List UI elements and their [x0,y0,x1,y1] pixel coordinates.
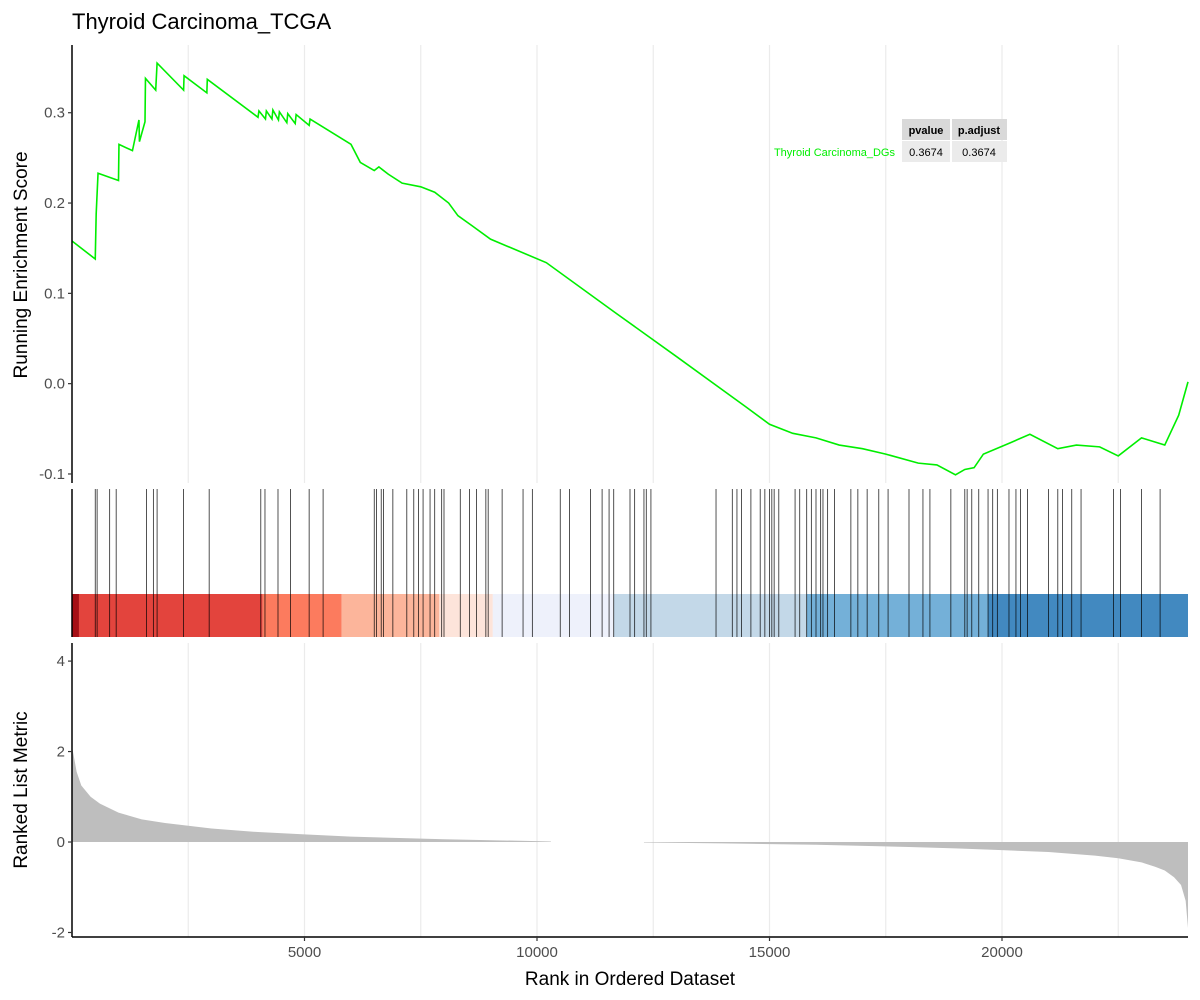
enrichment-y-tick-label: -0.1 [39,466,65,483]
color-band [492,594,614,637]
color-band [72,594,79,637]
color-band [806,594,989,637]
x-axis-title: Rank in Ordered Dataset [525,969,736,990]
chart-title: Thyroid Carcinoma_TCGA [72,9,332,34]
x-tick-label: 10000 [516,944,558,961]
gene-hit-marks [94,489,1161,637]
ranked-metric-negative-area [643,842,1188,928]
ranked-grid [187,643,1119,937]
ranked-y-tick-label: 4 [57,653,65,670]
ranked-y-tick-label: -2 [52,924,65,941]
table-cell-pvalue: 0.3674 [909,147,943,159]
enrichment-score-line [71,61,1189,476]
enrichment-y-tick-label: 0.0 [44,376,65,393]
ranked-metric-positive-area [72,747,551,843]
enrichment-score-line-group [71,61,1189,476]
color-band [439,594,493,637]
color-band [613,594,807,637]
color-band [988,594,1188,637]
table-cell-bg-padjust [952,141,1007,162]
x-tick-label: 20000 [981,944,1023,961]
table-cell-padjust: 0.3674 [962,147,996,159]
enrichment-y-tick-label: 0.2 [44,195,65,212]
ranked-y-tick-label: 2 [57,744,65,761]
enrichment-y-tick-label: 0.3 [44,105,65,122]
color-band [78,594,263,637]
x-tick-label: 5000 [288,944,321,961]
stats-table: pvalue p.adjust Thyroid Carcinoma_DGs 0.… [774,119,1007,162]
ranked-metric-area [72,747,1188,928]
enrichment-grid [187,45,1119,483]
x-tick-label: 15000 [749,944,791,961]
color-band [341,594,440,637]
table-header-padjust: p.adjust [958,125,1001,137]
axis-ticks: -0.1 0.0 0.1 0.2 0.3 -2 0 2 4 5000 10000 15000 20000 [39,105,1023,961]
table-header-pvalue: pvalue [909,125,944,137]
table-header-bg-padjust [952,119,1007,140]
table-row-label: Thyroid Carcinoma_DGs [774,147,896,159]
ranked-y-tick-label: 0 [57,834,65,851]
y-axis-title-enrichment: Running Enrichment Score [11,151,32,378]
color-band [262,594,342,637]
table-header-bg-pvalue [902,119,950,140]
enrichment-y-tick-label: 0.1 [44,285,65,302]
table-cell-bg-pvalue [902,141,950,162]
y-axis-title-ranked: Ranked List Metric [11,711,32,868]
